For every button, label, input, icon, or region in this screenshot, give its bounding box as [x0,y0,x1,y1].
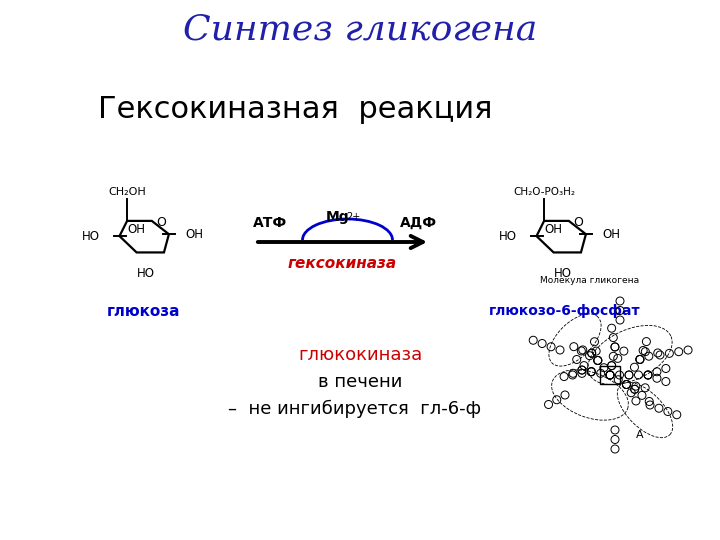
Text: A: A [636,430,644,440]
Text: Гексокиназная  реакция: Гексокиназная реакция [98,96,492,125]
Text: –  не ингибируется  гл-6-ф: – не ингибируется гл-6-ф [228,400,482,418]
Text: гексокиназа: гексокиназа [288,256,397,271]
Text: Mg: Mg [325,210,349,224]
Text: HO: HO [137,267,155,280]
Text: O: O [156,215,166,228]
Text: АДФ: АДФ [400,216,436,230]
Text: глюкоза: глюкоза [107,303,180,319]
Text: OH: OH [544,223,562,236]
Text: в печени: в печени [318,373,402,391]
Text: Молекула гликогена: Молекула гликогена [541,276,639,285]
Bar [600,366,620,384]
Text: HO: HO [554,267,572,280]
Text: OH: OH [185,228,203,241]
Text: OH: OH [127,223,145,236]
Text: АТФ: АТФ [253,216,287,230]
Text: HO: HO [498,230,516,242]
Text: HO: HO [81,230,99,242]
Text: O: O [573,215,583,228]
Text: глюкозо-6-фосфат: глюкозо-6-фосфат [489,304,641,318]
Text: Синтез гликогена: Синтез гликогена [183,13,537,47]
Text: OH: OH [602,228,620,241]
Text: CH₂OH: CH₂OH [108,187,146,197]
Text: глюкокиназа: глюкокиназа [298,346,422,364]
Text: 2+: 2+ [346,212,361,222]
Text: CH₂O-PO₃H₂: CH₂O-PO₃H₂ [513,187,575,197]
